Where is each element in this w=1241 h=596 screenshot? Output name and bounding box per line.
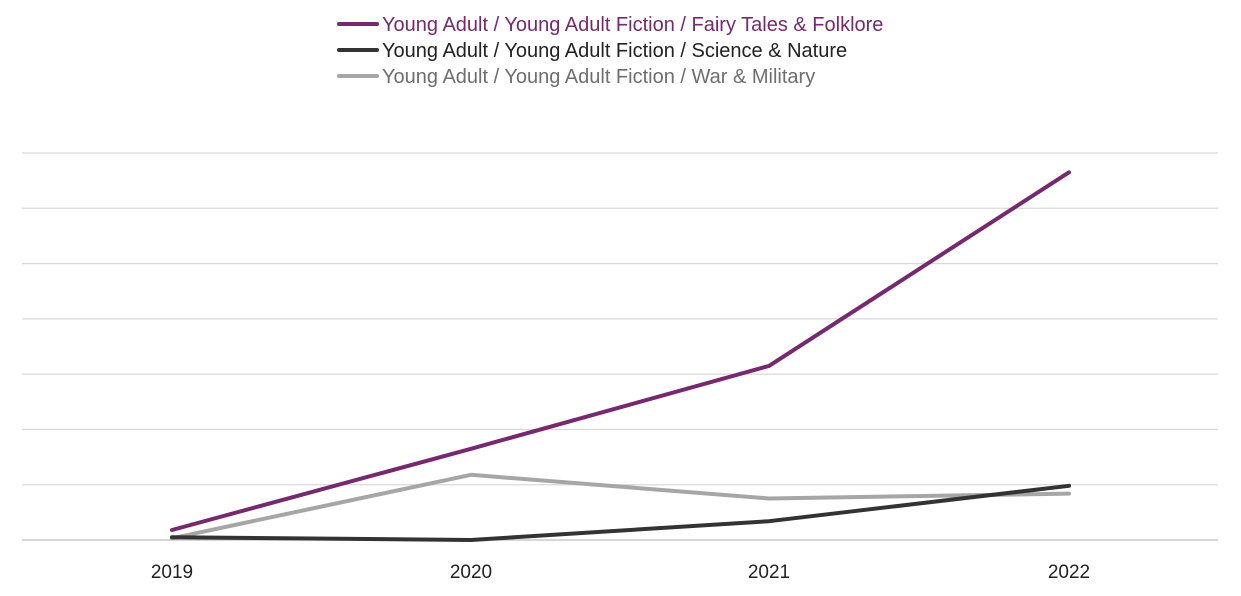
x-tick-label: 2020 <box>450 562 492 583</box>
x-tick-label: 2021 <box>748 562 790 583</box>
legend: Young Adult / Young Adult Fiction / Fair… <box>337 14 883 88</box>
series-line-0 <box>170 170 1071 532</box>
x-tick-label: 2022 <box>1048 562 1090 583</box>
legend-entry-label: Young Adult / Young Adult Fiction / Scie… <box>382 40 847 62</box>
legend-entry-label: Young Adult / Young Adult Fiction / War … <box>382 66 815 88</box>
series-line-1 <box>170 483 1071 542</box>
x-tick-label: 2019 <box>151 562 193 583</box>
series-lines <box>170 170 1071 542</box>
gridlines <box>22 152 1218 541</box>
series-line-2 <box>170 472 1071 541</box>
x-axis-tick-labels: 2019 2020 2021 2022 <box>151 562 1090 583</box>
legend-entry-label: Young Adult / Young Adult Fiction / Fair… <box>382 14 883 36</box>
